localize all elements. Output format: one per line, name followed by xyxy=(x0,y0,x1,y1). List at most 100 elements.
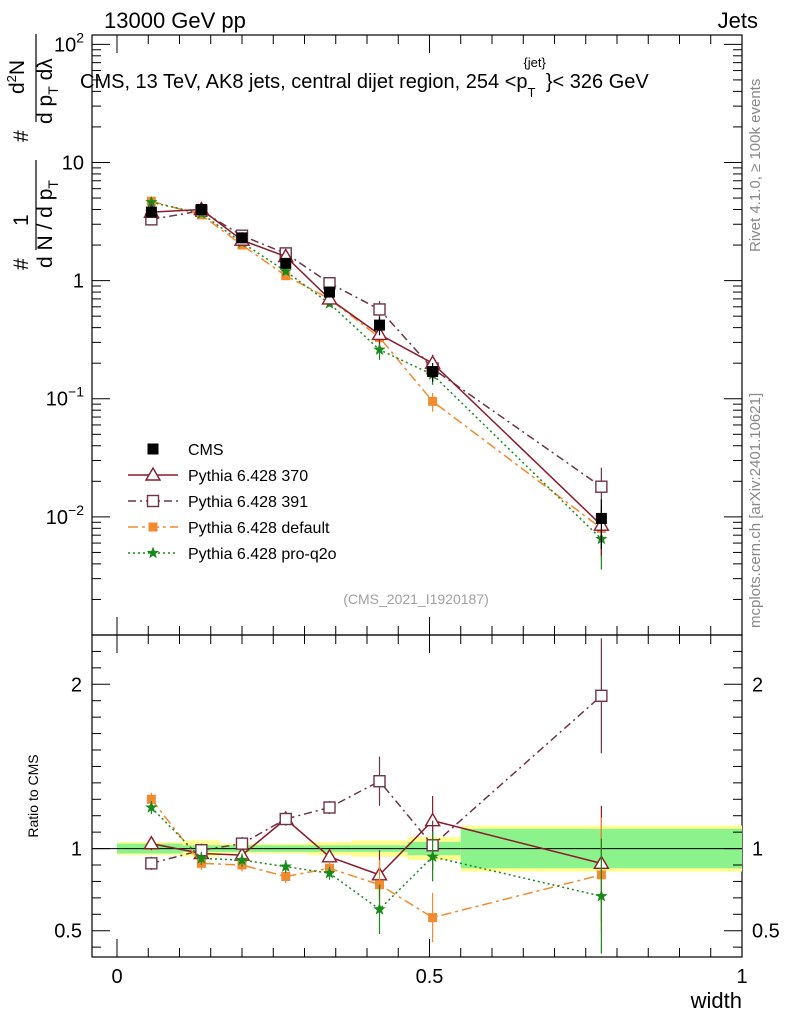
ratio-point-p391 xyxy=(145,857,158,870)
legend-marker-p391 xyxy=(146,494,160,508)
legend-item-data: CMS xyxy=(147,442,224,459)
ylabel-denom-sub: T xyxy=(45,180,61,189)
ylabel-hash2: # xyxy=(10,130,33,142)
ratio-point-proq2o xyxy=(235,853,249,866)
ratio-point-proq2o xyxy=(145,801,158,813)
legend-item-p391: Pythia 6.428 391 xyxy=(128,494,308,511)
ylabel-den2-tail: dλ xyxy=(34,58,57,87)
main-plot-frame xyxy=(91,34,743,636)
series-point-data xyxy=(595,512,607,524)
ratio-tick-label: 0.5 xyxy=(54,921,82,943)
ratio-tick-label-right: 0.5 xyxy=(752,921,780,943)
series-point-data xyxy=(374,319,385,331)
series-point-data xyxy=(280,257,292,269)
series-line-proq2o xyxy=(151,201,602,540)
ratio-point-proq2o xyxy=(323,866,336,879)
y-tick-label: 102 xyxy=(54,29,84,56)
ratio-point-p391 xyxy=(323,801,336,814)
ylabel-num: d xyxy=(6,82,29,94)
ratio-point-default xyxy=(428,913,438,923)
ratio-point-p391 xyxy=(373,775,386,788)
series-point-proq2o xyxy=(145,195,158,208)
series-point-proq2o xyxy=(279,264,292,277)
series-point-proq2o xyxy=(373,343,386,355)
analysis-label: (CMS_2021_I1920187) xyxy=(343,591,489,607)
main-series-group xyxy=(143,195,610,570)
series-point-p391 xyxy=(595,480,608,493)
legend-marker-default xyxy=(148,522,158,532)
ratio-point-proq2o xyxy=(595,889,608,902)
series-point-data xyxy=(427,366,439,378)
ylabel-num-tail: N xyxy=(6,60,29,75)
legend: CMS Pythia 6.428 370 Pythia 6.428 391 Pythi… xyxy=(128,442,337,563)
header-right-label: Jets xyxy=(718,8,758,33)
ratio-tick-label-right: 2 xyxy=(752,674,763,696)
y-tick-label: 10 xyxy=(62,152,84,174)
ratio-tick-label: 1 xyxy=(71,839,82,861)
ratio-point-p391 xyxy=(595,689,608,702)
ratio-line-p370 xyxy=(151,818,602,876)
chart-title-sup: {jet} xyxy=(523,55,546,70)
x-axis-label: width xyxy=(690,988,742,1013)
ratio-axis-ticks: 0 0.5 1 0.5 0.5 1 1 2 2 xyxy=(54,635,780,988)
main-y-axis-label: # 1 d N / d pT # d2N d pT dλ xyxy=(4,34,61,270)
x-tick-label: 1 xyxy=(736,966,747,988)
ylabel-den2: d p xyxy=(34,95,57,124)
ratio-tick-label-right: 1 xyxy=(752,839,763,861)
ratio-point-proq2o xyxy=(426,850,439,863)
series-point-data xyxy=(145,206,157,218)
ratio-point-proq2o xyxy=(279,860,292,872)
y-tick-label: 10−1 xyxy=(46,384,84,411)
header-left-label: 13000 GeV pp xyxy=(104,8,246,33)
series-point-default xyxy=(281,271,291,281)
chart-title-sub: T xyxy=(528,85,536,100)
series-proq2o xyxy=(145,195,608,570)
legend-item-p370: Pythia 6.428 370 xyxy=(128,466,308,485)
series-point-data xyxy=(236,232,248,244)
legend-marker-proq2o xyxy=(146,546,160,559)
chart-title-prefix: CMS, 13 TeV, AK8 jets, central dijet reg… xyxy=(80,71,528,93)
y-tick-label: 10−2 xyxy=(46,502,84,529)
series-data xyxy=(145,203,607,550)
series-point-data xyxy=(195,203,207,215)
series-point-data xyxy=(324,286,335,298)
ylabel-one: 1 xyxy=(10,214,33,226)
y-tick-label: 1 xyxy=(73,271,84,293)
ratio-point-p391 xyxy=(235,837,249,850)
series-line-default xyxy=(151,200,602,529)
rivet-version-label: Rivet 4.1.0, ≥ 100k events xyxy=(747,79,764,252)
ratio-line-default xyxy=(150,798,602,919)
legend-label-proq2o: Pythia 6.428 pro-q2o xyxy=(188,546,337,563)
ratio-point-p370 xyxy=(143,835,160,850)
ylabel-den2-sub: T xyxy=(45,86,61,95)
legend-label-p391: Pythia 6.428 391 xyxy=(188,494,308,511)
ratio-point-proq2o xyxy=(373,902,386,915)
x-tick-label: 0.5 xyxy=(416,966,444,988)
ylabel-hash1: # xyxy=(10,258,33,270)
ratio-line-p391 xyxy=(151,695,602,865)
legend-marker-p370 xyxy=(144,466,162,481)
series-point-p370 xyxy=(321,290,338,305)
ylabel-num-sup: 2 xyxy=(4,75,19,82)
legend-label-data: CMS xyxy=(188,442,224,459)
ratio-series-group xyxy=(143,638,610,954)
ratio-point-proq2o xyxy=(195,851,208,864)
mcplots-label: mcplots.cern.ch [arXiv:2401.10621] xyxy=(747,393,764,628)
ylabel-denom: d N / d p xyxy=(34,189,57,268)
ylabel-denominator: d N / d pT xyxy=(34,180,61,268)
x-tick-label: 0 xyxy=(111,966,122,988)
ratio-tick-label: 2 xyxy=(71,674,82,696)
main-axis-ticks: 10−2 10−1 1 10 102 xyxy=(46,29,743,636)
ylabel-numerator: d2N xyxy=(4,60,29,94)
legend-label-default: Pythia 6.428 default xyxy=(188,520,330,537)
ratio-series-proq2o xyxy=(145,800,608,954)
ratio-point-p391 xyxy=(279,812,292,826)
series-point-default xyxy=(428,396,438,406)
ratio-plot-frame xyxy=(91,634,743,958)
legend-item-default: Pythia 6.428 default xyxy=(128,520,330,537)
ylabel-denominator-2: d pT dλ xyxy=(34,58,61,124)
legend-marker-data xyxy=(147,443,159,455)
chart-title: CMS, 13 TeV, AK8 jets, central dijet reg… xyxy=(80,55,649,100)
ratio-point-default xyxy=(146,794,156,804)
